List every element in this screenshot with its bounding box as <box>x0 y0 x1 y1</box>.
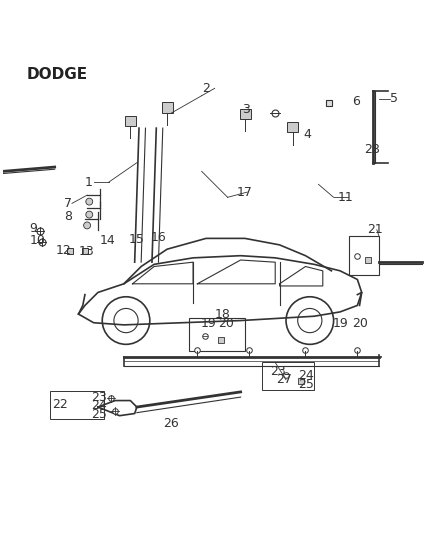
Text: 11: 11 <box>338 191 353 204</box>
Bar <box>125 116 136 126</box>
Text: 19: 19 <box>333 317 349 329</box>
Bar <box>240 109 251 119</box>
Text: 6: 6 <box>352 95 360 108</box>
Text: 23: 23 <box>92 391 107 403</box>
Text: 23: 23 <box>270 365 286 378</box>
Text: 15: 15 <box>129 233 145 246</box>
Text: 10: 10 <box>30 235 46 247</box>
Text: 25: 25 <box>298 377 314 391</box>
Text: 20: 20 <box>218 317 233 329</box>
Text: DODGE: DODGE <box>27 67 88 82</box>
Text: 28: 28 <box>364 143 380 156</box>
Text: 16: 16 <box>151 231 166 244</box>
Text: 5: 5 <box>390 92 398 105</box>
Bar <box>50 391 104 419</box>
Circle shape <box>86 198 93 205</box>
Text: 18: 18 <box>215 308 230 320</box>
Circle shape <box>84 222 91 229</box>
Text: 7: 7 <box>64 197 72 210</box>
Bar <box>189 318 245 351</box>
Text: 13: 13 <box>78 245 94 259</box>
Text: 1: 1 <box>85 176 93 189</box>
Text: 2: 2 <box>202 82 210 95</box>
Bar <box>162 102 173 112</box>
Text: 20: 20 <box>352 317 368 329</box>
Text: 8: 8 <box>64 211 72 223</box>
Bar <box>287 122 298 132</box>
Bar <box>262 361 314 390</box>
Text: 25: 25 <box>92 408 107 421</box>
Text: 22: 22 <box>53 398 68 411</box>
Text: 3: 3 <box>242 103 250 116</box>
Text: 17: 17 <box>237 185 253 199</box>
Bar <box>349 236 379 275</box>
Text: 24: 24 <box>92 399 107 412</box>
Text: 26: 26 <box>163 417 179 430</box>
Text: 14: 14 <box>100 233 116 247</box>
Text: 9: 9 <box>30 222 38 235</box>
Text: 4: 4 <box>304 128 311 141</box>
Circle shape <box>86 211 93 218</box>
Text: 12: 12 <box>56 244 71 256</box>
Text: 19: 19 <box>201 317 216 329</box>
Text: 24: 24 <box>298 369 314 382</box>
Text: 21: 21 <box>367 223 383 236</box>
Text: 27: 27 <box>276 373 292 386</box>
